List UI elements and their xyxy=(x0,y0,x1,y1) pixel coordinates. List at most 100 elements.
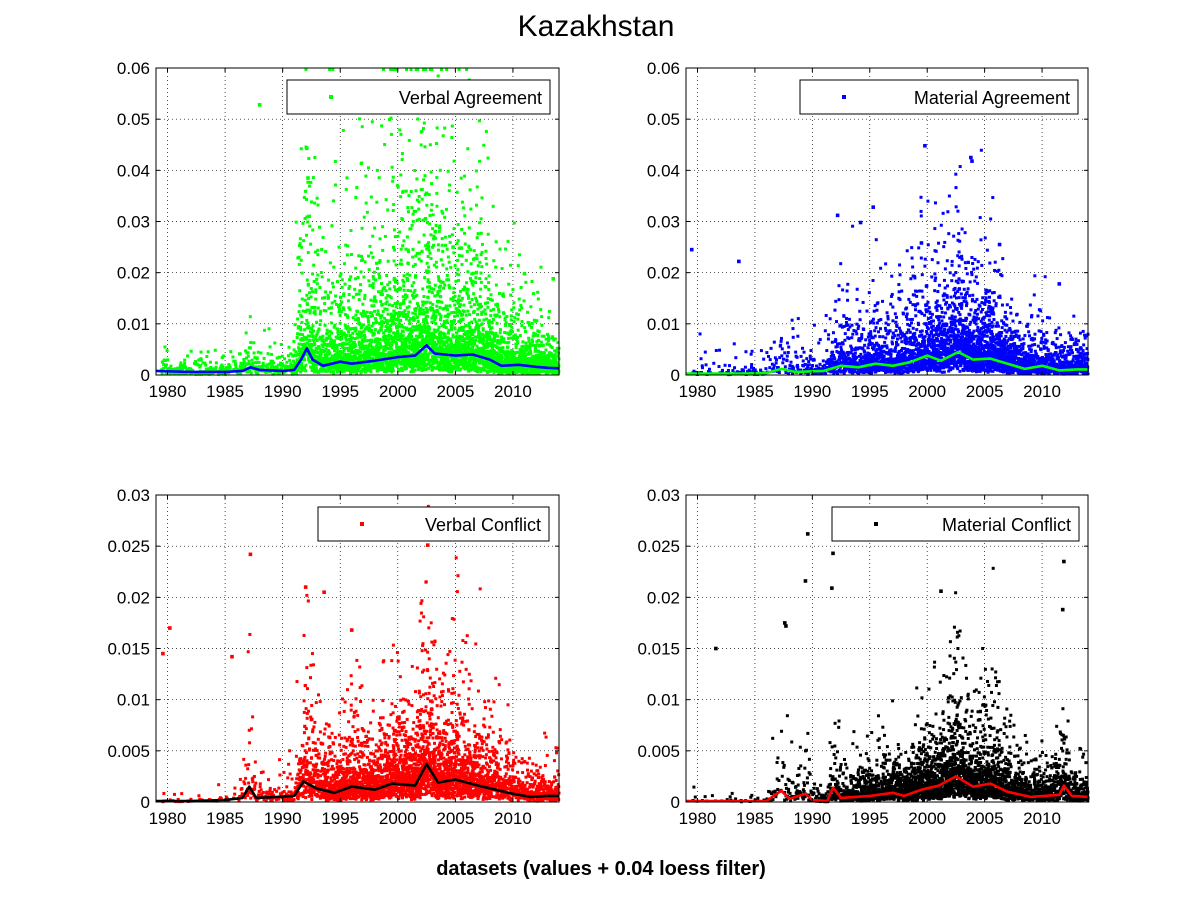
verbal-agreement-point xyxy=(382,286,386,290)
verbal-agreement-point xyxy=(446,331,450,335)
verbal-agreement-point xyxy=(519,350,523,354)
verbal-agreement-point xyxy=(243,365,247,369)
verbal-agreement-point xyxy=(425,221,429,225)
verbal-agreement-point xyxy=(323,349,327,353)
verbal-agreement-point xyxy=(308,184,312,188)
verbal-agreement-point xyxy=(377,347,381,351)
verbal-agreement-point xyxy=(413,368,417,372)
verbal-agreement-point xyxy=(462,357,466,361)
verbal-agreement-point xyxy=(214,365,218,369)
verbal-agreement-point xyxy=(414,189,418,193)
verbal-agreement-point xyxy=(283,357,287,361)
verbal-agreement-point xyxy=(452,251,456,255)
verbal-agreement-point xyxy=(319,348,323,352)
verbal-agreement-point xyxy=(306,334,310,338)
verbal-agreement-point xyxy=(289,364,293,368)
verbal-agreement-point xyxy=(516,313,520,317)
verbal-agreement-point xyxy=(273,341,277,345)
verbal-agreement-point xyxy=(468,361,472,365)
verbal-agreement-point xyxy=(477,347,481,351)
verbal-agreement-point xyxy=(469,207,473,211)
verbal-agreement-point xyxy=(168,367,172,371)
verbal-agreement-point xyxy=(328,68,332,72)
verbal-agreement-point xyxy=(514,338,518,342)
verbal-agreement-point xyxy=(389,324,393,328)
verbal-agreement-point xyxy=(481,327,485,331)
verbal-agreement-point xyxy=(427,361,431,365)
verbal-agreement-point xyxy=(466,147,470,151)
verbal-agreement-point xyxy=(414,68,418,72)
verbal-agreement-point xyxy=(380,302,384,306)
verbal-agreement-point xyxy=(318,312,322,316)
verbal-agreement-point xyxy=(401,310,405,314)
verbal-agreement-point xyxy=(275,356,279,360)
verbal-agreement-point xyxy=(368,368,372,372)
verbal-agreement-point xyxy=(310,200,314,204)
verbal-agreement-point xyxy=(385,358,389,362)
verbal-agreement-point xyxy=(339,295,343,299)
verbal-agreement-point xyxy=(429,233,433,237)
verbal-agreement-point xyxy=(307,156,311,160)
verbal-agreement-legend: Verbal Agreement xyxy=(286,79,551,115)
verbal-agreement-point xyxy=(539,265,543,269)
verbal-agreement-point xyxy=(263,328,267,332)
verbal-agreement-point xyxy=(416,117,420,121)
verbal-agreement-point xyxy=(385,300,389,304)
verbal-agreement-point xyxy=(415,198,419,202)
verbal-agreement-point xyxy=(344,353,348,357)
verbal-agreement-point xyxy=(458,358,462,362)
verbal-agreement-point xyxy=(323,302,327,306)
verbal-agreement-point xyxy=(481,347,485,351)
verbal-agreement-point xyxy=(483,365,487,369)
verbal-agreement-point xyxy=(246,351,250,355)
verbal-agreement-point xyxy=(404,349,408,353)
verbal-agreement-point xyxy=(416,328,420,332)
verbal-agreement-point xyxy=(392,363,396,367)
verbal-agreement-point xyxy=(303,298,307,302)
verbal-agreement-point xyxy=(518,333,522,337)
verbal-agreement-point xyxy=(458,303,462,307)
verbal-agreement-point xyxy=(387,303,391,307)
material-agreement-point xyxy=(837,284,841,288)
verbal-agreement-point xyxy=(296,368,300,372)
verbal-agreement-point xyxy=(305,278,309,282)
verbal-agreement-point xyxy=(297,342,301,346)
verbal-agreement-point xyxy=(344,243,348,247)
verbal-agreement-point xyxy=(433,341,437,345)
verbal-agreement-point xyxy=(480,265,484,269)
verbal-agreement-point xyxy=(315,277,319,281)
verbal-agreement-point xyxy=(430,333,434,337)
verbal-agreement-point xyxy=(378,322,382,326)
verbal-agreement-point xyxy=(429,208,433,212)
verbal-agreement-point xyxy=(465,290,469,294)
verbal-agreement-point xyxy=(164,363,168,367)
verbal-agreement-point xyxy=(535,339,539,343)
verbal-agreement-point xyxy=(328,261,332,265)
verbal-agreement-point xyxy=(351,295,355,299)
verbal-agreement-point xyxy=(422,295,426,299)
verbal-agreement-point xyxy=(529,352,533,356)
verbal-agreement-point xyxy=(473,351,477,355)
verbal-agreement-point xyxy=(250,358,254,362)
verbal-agreement-point xyxy=(515,335,519,339)
verbal-agreement-point xyxy=(529,305,533,309)
verbal-agreement-point xyxy=(421,343,425,347)
verbal-agreement-point xyxy=(371,255,375,259)
verbal-agreement-point xyxy=(486,321,490,325)
verbal-agreement-point xyxy=(394,333,398,337)
verbal-agreement-point xyxy=(466,337,470,341)
verbal-agreement-point xyxy=(197,358,201,362)
verbal-agreement-point xyxy=(427,241,431,245)
verbal-agreement-point xyxy=(458,326,462,330)
verbal-agreement-point xyxy=(370,120,374,124)
verbal-agreement-point xyxy=(335,346,339,350)
verbal-agreement-point xyxy=(487,363,491,367)
verbal-agreement-point xyxy=(420,356,424,360)
verbal-agreement-point xyxy=(547,339,551,343)
verbal-agreement-point xyxy=(433,335,437,339)
verbal-agreement-legend-label: Verbal Agreement xyxy=(399,88,542,108)
verbal-agreement-point xyxy=(545,354,549,358)
verbal-agreement-point xyxy=(394,263,398,267)
verbal-agreement-point xyxy=(453,303,457,307)
verbal-agreement-point xyxy=(527,339,531,343)
